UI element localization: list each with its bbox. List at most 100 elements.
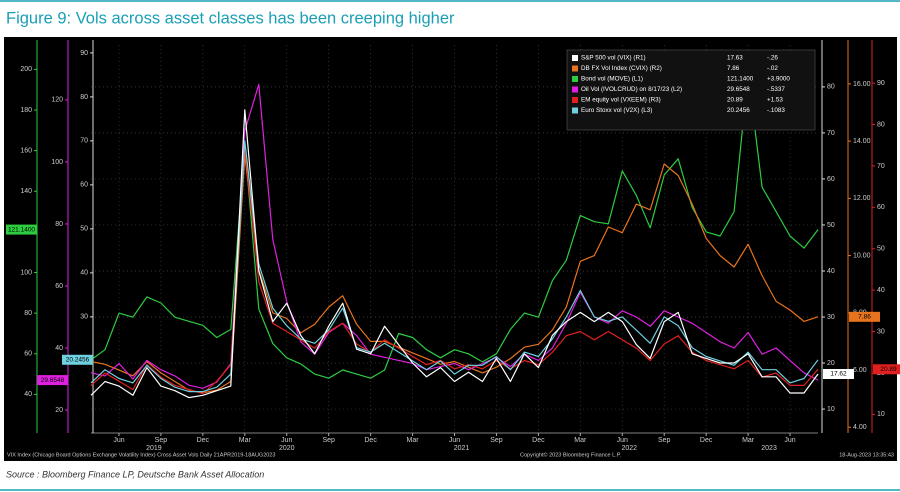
legend-box (566, 49, 816, 131)
y-tick-label: 90 (877, 80, 885, 87)
legend-last: 7.86 (727, 65, 740, 72)
chart-title: Figure 9: Vols across asset classes has … (6, 9, 455, 27)
x-tick-label: Jun (281, 437, 292, 444)
legend-change: -.26 (767, 55, 778, 62)
y-tick-label: 30 (827, 314, 835, 321)
legend-last: 17.63 (727, 55, 743, 62)
legend-change: -.1083 (767, 107, 785, 114)
axis-tag (823, 368, 854, 379)
y-tick-label: 60 (55, 283, 63, 290)
y-tick-label: 40 (827, 268, 835, 275)
legend-change: +1.53 (767, 97, 783, 104)
x-tick-label: Dec (532, 437, 545, 444)
legend-swatch (572, 97, 578, 103)
legend-swatch (572, 107, 578, 114)
source: Source : Bloomberg Finance LP, Deutsche … (6, 469, 264, 479)
y-tick-label: 200 (20, 66, 32, 73)
y-tick-label: 6.00 (853, 367, 867, 374)
year-label: 2020 (279, 445, 295, 452)
footer-center: Copyright© 2023 Bloomberg Finance L.P. (520, 451, 622, 458)
legend-last: 20.89 (727, 97, 743, 104)
legend-last: 20.2456 (727, 107, 750, 114)
legend-swatch (572, 76, 578, 82)
x-tick-label: Mar (239, 437, 252, 444)
axis-tag (37, 375, 68, 386)
y-tick-label: 50 (827, 222, 835, 229)
series-line (90, 83, 819, 389)
legend-change: -.02 (767, 65, 778, 72)
y-tick-label: 60 (80, 182, 88, 189)
x-tick-label: Sep (658, 437, 671, 444)
y-tick-label: 60 (24, 351, 32, 358)
y-tick-label: 20 (55, 407, 63, 414)
footer-right: 18-Aug-2023 13:35:43 (839, 452, 894, 458)
x-tick-label: Sep (155, 437, 168, 444)
legend-change: -.5337 (767, 86, 785, 93)
year-label: 2022 (621, 445, 637, 452)
x-tick-label: Dec (197, 437, 210, 444)
legend-swatch (572, 86, 578, 93)
y-tick-label: 70 (827, 130, 835, 137)
y-tick-label: 120 (51, 97, 63, 104)
y-tick-label: 80 (55, 221, 63, 228)
y-tick-label: 60 (877, 204, 885, 211)
year-label: 2023 (761, 445, 777, 452)
series-line (90, 109, 819, 399)
year-label: 2019 (146, 445, 162, 452)
x-tick-label: Jun (784, 437, 795, 444)
y-tick-label: 70 (877, 163, 885, 170)
y-tick-label: 140 (20, 188, 32, 195)
x-tick-label: Mar (574, 437, 587, 444)
series-line (90, 154, 819, 394)
y-tick-label: 40 (877, 287, 885, 294)
legend-swatch (572, 65, 578, 72)
legend-swatch (572, 55, 578, 61)
y-tick-label: 50 (80, 226, 88, 233)
axis-tag-label: 17.62 (830, 371, 847, 378)
legend-change: +3.9000 (767, 76, 790, 83)
y-tick-label: 80 (80, 94, 88, 101)
y-tick-label: 100 (51, 159, 63, 166)
legend-label: S&P 500 vol (VIX) (R1) (581, 55, 646, 62)
x-tick-label: Mar (407, 437, 420, 444)
legend-label: Oil Vol (IVOLCRUD) on 8/17/23 (L2) (581, 86, 682, 93)
axis-tag-label: 121.1400 (8, 226, 35, 233)
y-tick-label: 100 (20, 269, 32, 276)
y-tick-label: 50 (877, 246, 885, 253)
y-tick-label: 10.00 (853, 252, 871, 259)
y-tick-label: 40 (80, 270, 88, 277)
y-tick-label: 40 (24, 391, 32, 398)
legend-label: DB FX Vol Index (CVIX) (R2) (581, 65, 662, 72)
y-tick-label: 20 (827, 360, 835, 367)
y-tick-label: 30 (80, 314, 88, 321)
x-tick-label: Mar (742, 437, 755, 444)
footer-left: VIX Index (Chicago Board Options Exchang… (7, 452, 275, 458)
axis-tag-label: 29.6548 (41, 377, 65, 384)
y-tick-label: 70 (80, 138, 88, 145)
y-tick-label: 180 (20, 107, 32, 114)
y-tick-label: 10 (877, 411, 885, 418)
axis-tag (849, 311, 880, 322)
axis-tag-label: 7.86 (858, 314, 871, 321)
y-tick-label: 12.00 (853, 195, 871, 202)
y-tick-label: 10 (827, 406, 835, 413)
year-label: 2021 (454, 445, 470, 452)
axis-tag (6, 224, 37, 235)
axis-tag-label: 20.89 (880, 366, 897, 373)
y-tick-label: 14.00 (853, 138, 871, 145)
y-tick-label: 160 (20, 147, 32, 154)
axis-tag (62, 354, 93, 365)
x-tick-label: Sep (322, 437, 335, 444)
y-tick-label: 60 (827, 176, 835, 183)
y-tick-label: 90 (80, 50, 88, 57)
x-tick-label: Dec (364, 437, 377, 444)
x-tick-label: Jun (617, 437, 628, 444)
y-tick-label: 80 (877, 121, 885, 128)
legend-last: 121.1400 (727, 76, 754, 83)
x-tick-label: Jun (449, 437, 460, 444)
plot: Jun Sep Dec Mar Jun Sep Dec Mar Jun Sep Dec Mar Jun S… (6, 40, 900, 452)
y-tick-label: 16.00 (853, 81, 871, 88)
x-tick-label: Jun (113, 437, 124, 444)
y-tick-label: 40 (55, 345, 63, 352)
